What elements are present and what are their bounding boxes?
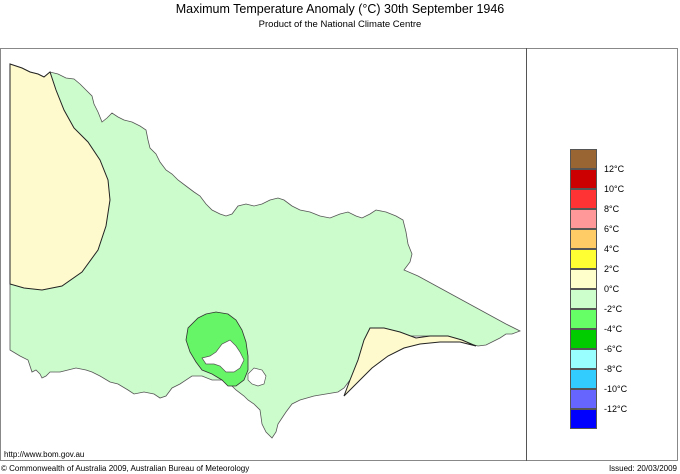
legend-swatch-6 [570,209,597,229]
legend-divider [526,48,527,461]
map-subtitle: Product of the National Climate Centre [258,19,422,30]
victoria-anomaly-map [9,63,521,439]
legend-label: -4°C [604,324,623,334]
legend-label: 12°C [604,164,625,174]
legend-label: 6°C [604,224,620,234]
legend-label: -6°C [604,344,623,354]
legend-label: 8°C [604,204,620,214]
warm-zone-west [9,63,111,291]
legend-swatch-neg2 [570,289,597,309]
legend-label: 2°C [604,264,620,274]
legend-swatch-neg8 [570,349,597,369]
issued-date: Issued: 20/03/2009 [608,464,677,473]
legend-swatch-4 [570,229,597,249]
legend-swatch-2 [570,249,597,269]
legend-label: -10°C [604,384,628,394]
legend-swatch-0 [570,269,597,289]
legend-label: 0°C [604,284,620,294]
bay-inner [201,339,245,373]
legend-swatch-min [570,409,597,429]
legend-swatch-neg10 [570,369,597,389]
legend-label: -8°C [604,364,623,374]
legend-label: -12°C [604,404,628,414]
bom-url: http://www.bom.gov.au [4,450,85,459]
legend-label: 4°C [604,244,620,254]
legend-swatch-8 [570,189,597,209]
map-title: Maximum Temperature Anomaly (°C) 30th Se… [175,2,505,16]
legend-label: 10°C [604,184,625,194]
copyright: © Commonwealth of Australia 2009, Austra… [1,464,250,473]
legend-swatch-neg6 [570,329,597,349]
legend-swatch-10 [570,169,597,189]
legend-swatch-neg4 [570,309,597,329]
legend-swatch-neg12 [570,389,597,409]
legend-label: -2°C [604,304,623,314]
western-port [247,367,267,387]
map-frame [0,48,678,461]
warm-zone-east [343,327,477,397]
legend-swatch-12 [570,149,597,169]
victoria-land [9,63,521,439]
